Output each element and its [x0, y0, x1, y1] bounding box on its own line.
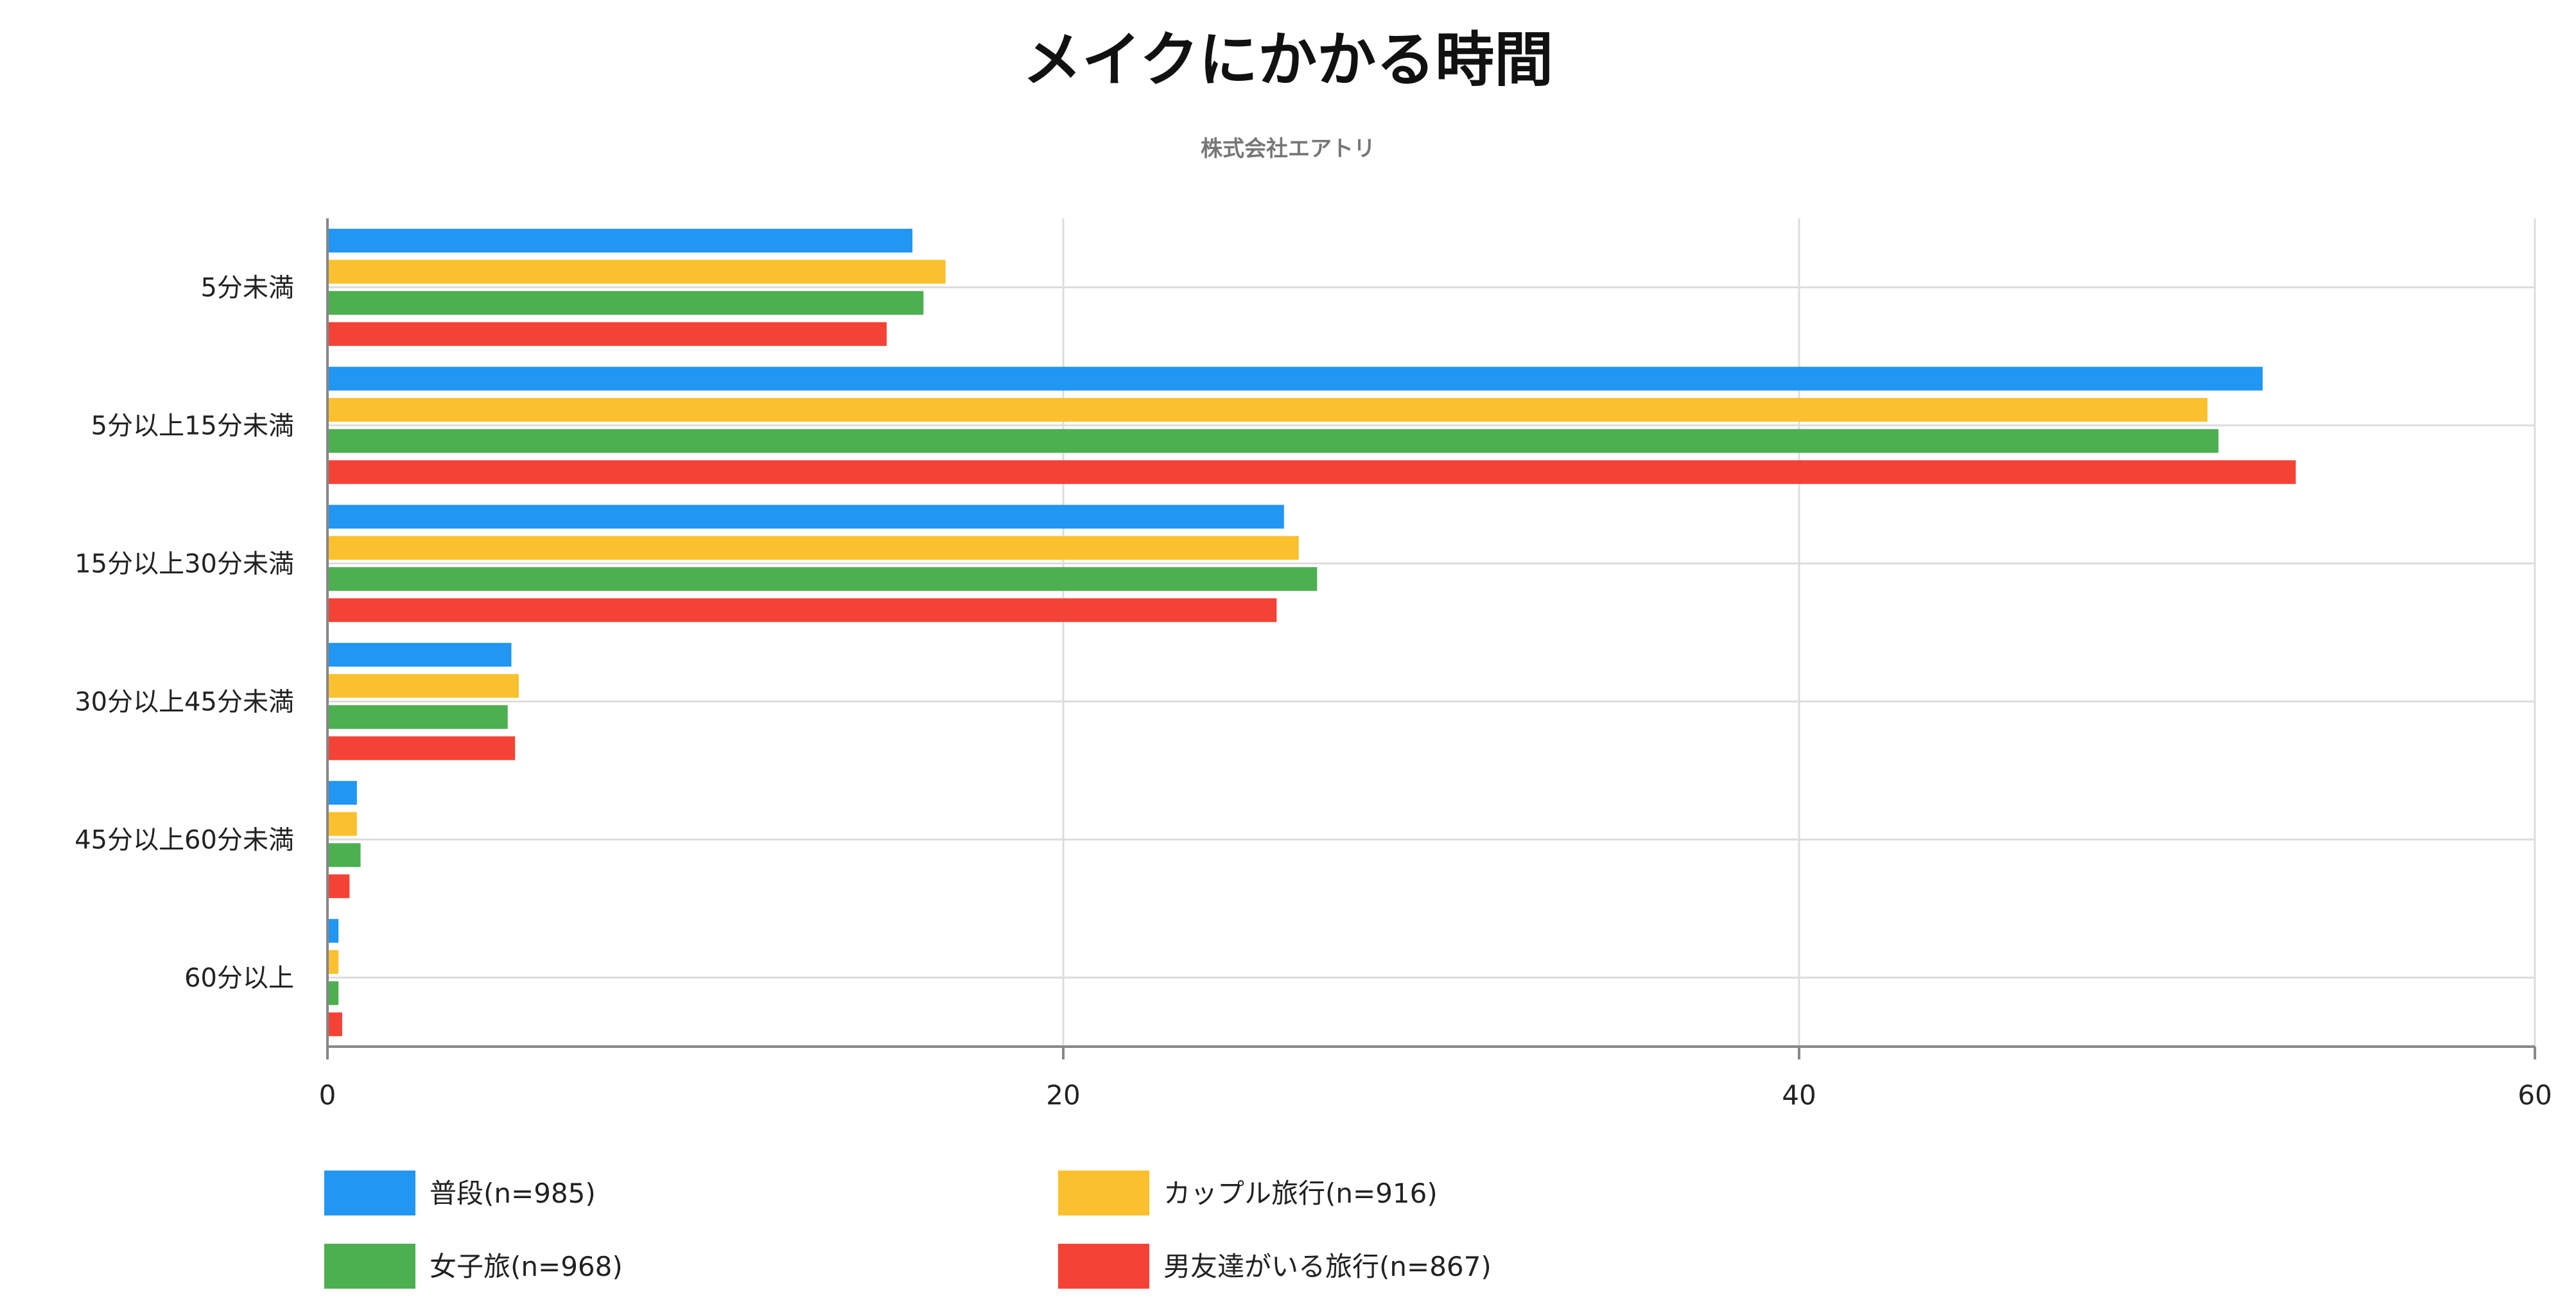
- category-label: 60分以上: [184, 964, 294, 993]
- bar: [327, 505, 1284, 529]
- legend-swatch: [324, 1244, 415, 1289]
- category-label: 5分以上15分未満: [91, 412, 294, 441]
- legend-swatch: [1058, 1244, 1149, 1289]
- bar: [327, 674, 519, 698]
- bar: [327, 874, 350, 898]
- bar: [327, 460, 2296, 484]
- bar: [327, 229, 913, 253]
- bar: [327, 367, 2263, 391]
- bar: [327, 291, 924, 315]
- bar: [327, 429, 2219, 453]
- bar: [327, 812, 357, 836]
- chart-title: メイクにかかる時間: [1023, 26, 1553, 94]
- bars-layer: [327, 229, 2296, 1036]
- bar: [327, 567, 1318, 591]
- bar: [327, 981, 339, 1006]
- category-label: 15分以上30分未満: [74, 550, 294, 579]
- bar: [327, 397, 2208, 422]
- legend-swatch: [324, 1171, 415, 1215]
- bar: [327, 919, 339, 943]
- x-tick-label: 60: [2518, 1079, 2552, 1111]
- legend: 普段(n=985) カップル旅行(n=916) 女子旅(n=968) 男友達がいる旅行…: [324, 1171, 1492, 1289]
- bar: [327, 598, 1277, 622]
- bar: [327, 536, 1299, 560]
- legend-label: 普段(n=985): [430, 1178, 596, 1209]
- x-tick-label: 0: [319, 1079, 336, 1111]
- bar: [327, 259, 946, 284]
- legend-label: カップル旅行(n=916): [1163, 1178, 1438, 1209]
- bar: [327, 950, 339, 974]
- bar: [327, 843, 361, 867]
- category-label: 30分以上45分未満: [74, 688, 294, 717]
- bar: [327, 1012, 342, 1036]
- x-tick-label: 40: [1782, 1079, 1816, 1111]
- category-label: 5分未満: [201, 274, 294, 303]
- chart-subtitle: 株式会社エアトリ: [1201, 136, 1375, 162]
- bar: [327, 643, 512, 667]
- category-label: 45分以上60分未満: [74, 826, 294, 855]
- axis-layer: 5分未満 5分以上15分未満 15分以上30分未満 30分以上45分未満 45分以上60…: [74, 218, 2552, 1111]
- x-tick-label: 20: [1046, 1079, 1080, 1111]
- bar: [327, 781, 357, 805]
- bar: [327, 736, 516, 760]
- bar: [327, 705, 508, 729]
- legend-label: 女子旅(n=968): [430, 1251, 623, 1282]
- bar: [327, 322, 887, 346]
- legend-label: 男友達がいる旅行(n=867): [1163, 1251, 1492, 1282]
- grid-layer: [326, 218, 2536, 1047]
- legend-swatch: [1058, 1171, 1149, 1215]
